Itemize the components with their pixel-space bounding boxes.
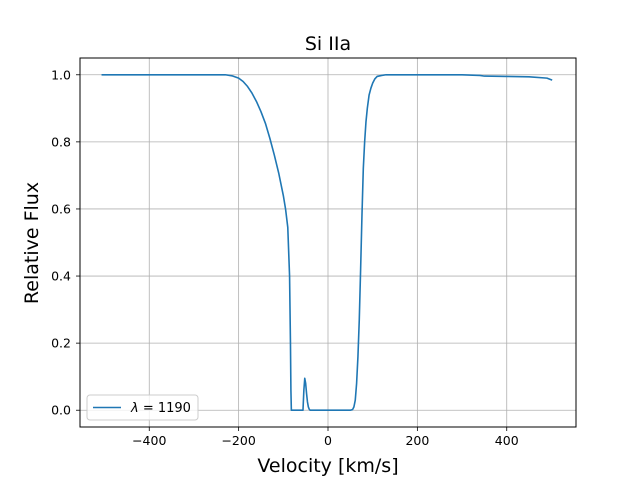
x-tick-label: 200 (405, 433, 429, 448)
y-axis-label: Relative Flux (21, 182, 43, 304)
x-tick-label: −200 (221, 433, 255, 448)
legend-label: λ = 1190 (130, 401, 191, 416)
y-tick-label: 0.0 (51, 403, 71, 418)
x-tick-label: 0 (324, 433, 332, 448)
y-tick-label: 0.6 (51, 201, 71, 216)
grid-layer (80, 58, 576, 427)
y-tick-label: 0.8 (51, 134, 71, 149)
series-layer (101, 73, 553, 412)
legend: λ = 1190 (86, 394, 199, 421)
ticks-layer: −400 −200 0 200 400 0.0 0.2 0.4 0.6 0.8 1.0 (51, 67, 519, 448)
chart-title: Si IIa (305, 33, 351, 55)
y-tick-label: 0.4 (51, 269, 71, 284)
legend-symbol: λ (130, 401, 139, 416)
series-line (101, 73, 553, 412)
legend-value: = 1190 (139, 401, 191, 416)
y-tick-label: 0.2 (51, 336, 71, 351)
legend-box (86, 394, 199, 421)
x-tick-label: −400 (132, 433, 166, 448)
x-axis-label: Velocity [km/s] (257, 455, 398, 477)
y-tick-label: 1.0 (51, 67, 71, 82)
x-tick-label: 400 (495, 433, 519, 448)
